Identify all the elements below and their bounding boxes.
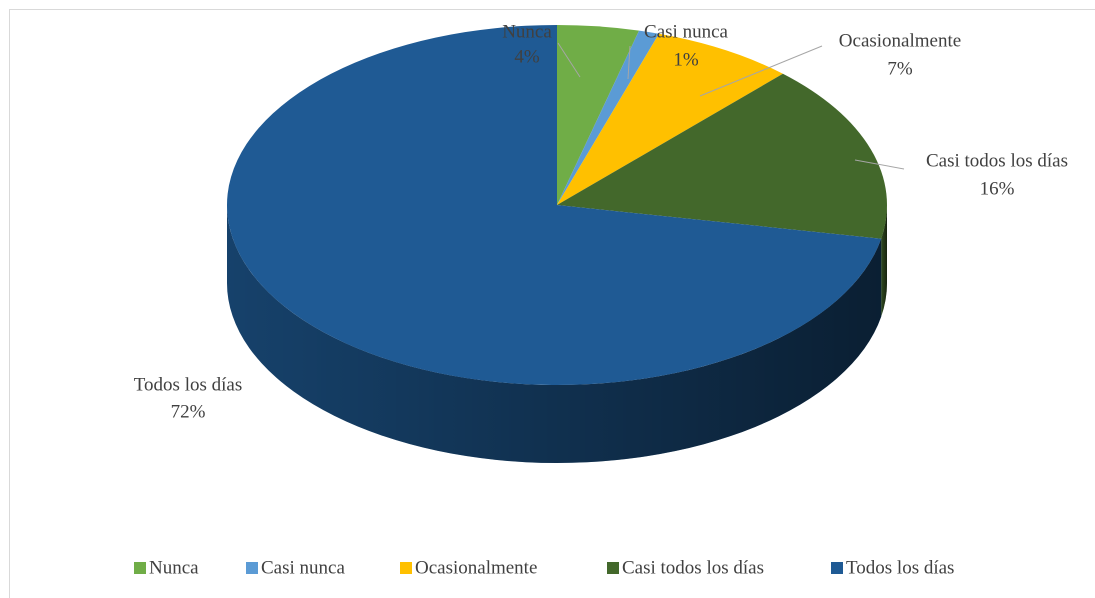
pie-slice [557,25,640,205]
data-label-value: 1% [673,49,699,70]
legend-label: Ocasionalmente [415,557,537,578]
legend-swatch [831,562,843,574]
legend-label: Casi todos los días [622,557,764,578]
data-label-value: 72% [171,401,206,422]
data-label-name: Todos los días [134,374,242,395]
data-label-name: Ocasionalmente [839,30,961,51]
legend-swatch [134,562,146,574]
legend-swatch [607,562,619,574]
side-shade [881,205,887,317]
leader-line [627,45,631,80]
leader-line [699,45,823,97]
legend-swatch [246,562,258,574]
leader-line [557,42,581,78]
pie-slice [557,73,887,239]
legend-label: Todos los días [846,557,954,578]
data-label-name: Nunca [502,21,552,42]
data-label-value: 16% [980,178,1015,199]
pie-slice [557,30,659,206]
pie-slice [557,33,783,205]
side-shade [227,205,882,463]
legend-label: Nunca [149,557,199,578]
chart-frame [9,9,1095,598]
data-label-value: 4% [514,46,540,67]
leader-line [854,159,905,170]
pie-slice [226,25,882,385]
data-label-name: Casi nunca [644,21,728,42]
data-label-value: 7% [887,58,913,79]
data-label-name: Casi todos los días [926,150,1068,171]
legend-label: Casi nunca [261,557,345,578]
legend-swatch [400,562,412,574]
